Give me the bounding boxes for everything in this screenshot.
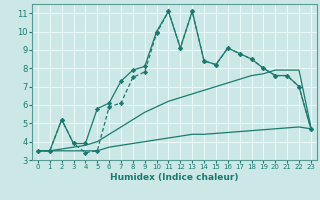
- X-axis label: Humidex (Indice chaleur): Humidex (Indice chaleur): [110, 173, 239, 182]
